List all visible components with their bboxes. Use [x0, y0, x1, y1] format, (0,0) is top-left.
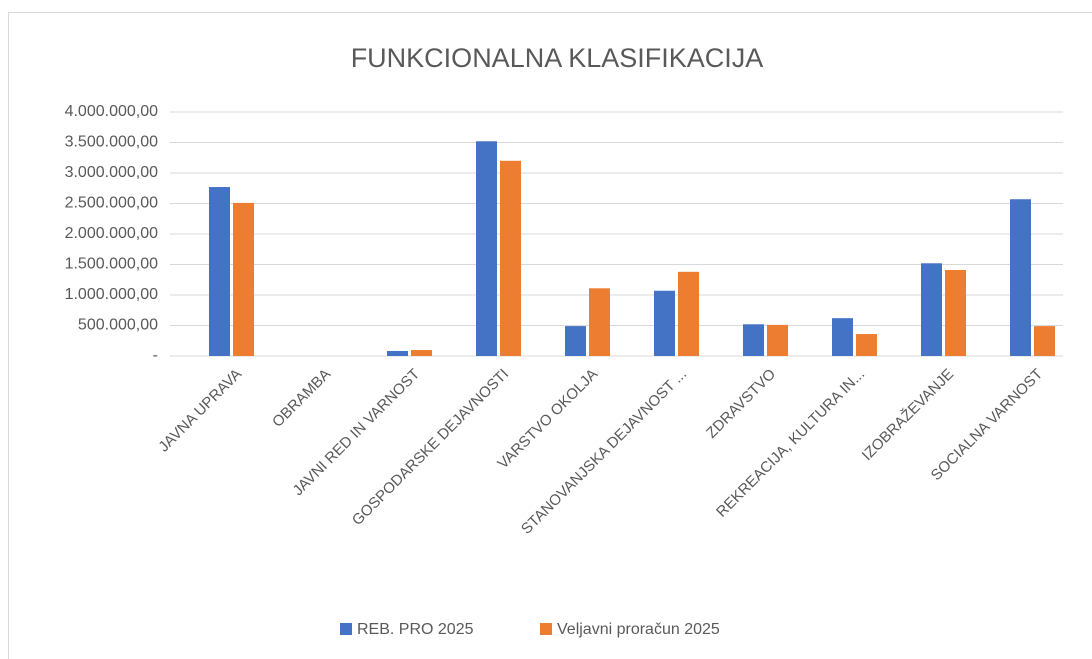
bar: [743, 324, 764, 356]
bar: [945, 269, 966, 356]
y-tick-label: 3.000.000,00: [65, 164, 159, 181]
y-tick-label: 1.000.000,00: [65, 286, 159, 303]
chart-title: FUNKCIONALNA KLASIFIKACIJA: [351, 43, 764, 73]
bar: [856, 334, 877, 356]
bar: [411, 350, 432, 356]
bar: [921, 263, 942, 356]
bar: [387, 350, 408, 356]
y-tick-label: 2.500.000,00: [65, 195, 159, 212]
bar: [500, 160, 521, 356]
y-tick-label: 500.000,00: [78, 317, 158, 334]
bar: [678, 271, 699, 356]
bar: [565, 326, 586, 356]
y-tick-label: 2.000.000,00: [65, 225, 159, 242]
bar: [1034, 326, 1055, 356]
bar: [209, 187, 230, 356]
bar: [589, 288, 610, 356]
legend-swatch: [540, 623, 552, 635]
y-tick-label: 1.500.000,00: [65, 256, 159, 273]
bar: [1010, 199, 1031, 356]
bar: [654, 290, 675, 356]
bar: [233, 202, 254, 356]
chart-frame: [8, 12, 1092, 659]
legend-label: REB. PRO 2025: [357, 621, 474, 638]
bar: [476, 141, 497, 356]
legend-label: Veljavni proračun 2025: [557, 621, 720, 638]
y-tick-label: 3.500.000,00: [65, 134, 159, 151]
legend-swatch: [340, 623, 352, 635]
bar: [832, 318, 853, 356]
y-tick-label: 4.000.000,00: [65, 103, 159, 120]
bar: [767, 324, 788, 356]
y-tick-label: -: [153, 347, 158, 364]
